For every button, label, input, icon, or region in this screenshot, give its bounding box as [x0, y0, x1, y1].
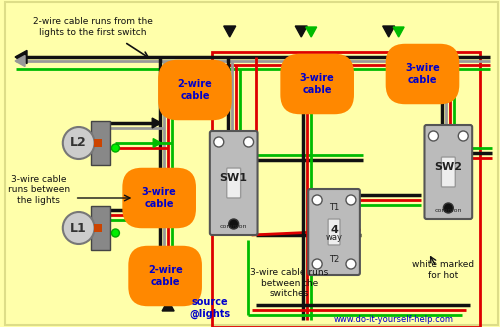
Text: SW2: SW2 — [434, 162, 462, 172]
Circle shape — [428, 131, 438, 141]
Text: 2-wire cable runs from the
lights to the first switch: 2-wire cable runs from the lights to the… — [32, 17, 152, 37]
Polygon shape — [153, 139, 161, 147]
Polygon shape — [306, 27, 316, 37]
Bar — [90, 121, 110, 165]
Polygon shape — [15, 56, 25, 66]
Text: SW1: SW1 — [220, 173, 248, 183]
Text: L1: L1 — [70, 221, 87, 234]
Polygon shape — [296, 26, 308, 37]
Text: www.do-it-yourself-help.com: www.do-it-yourself-help.com — [334, 315, 454, 323]
Circle shape — [312, 195, 322, 205]
Circle shape — [346, 259, 356, 269]
Polygon shape — [393, 27, 404, 37]
Text: common: common — [434, 208, 462, 213]
FancyBboxPatch shape — [308, 189, 360, 275]
Polygon shape — [154, 267, 166, 278]
FancyBboxPatch shape — [424, 125, 472, 219]
Text: 3-wire cable
runs between
the lights: 3-wire cable runs between the lights — [8, 175, 70, 205]
Text: 4: 4 — [330, 225, 338, 235]
Circle shape — [112, 229, 120, 237]
Bar — [212, 52, 480, 327]
Text: 3-wire
cable: 3-wire cable — [405, 63, 440, 85]
Polygon shape — [15, 50, 27, 63]
Polygon shape — [162, 300, 174, 311]
Circle shape — [244, 137, 254, 147]
Bar — [90, 206, 110, 250]
Text: 3-wire
cable: 3-wire cable — [142, 187, 176, 209]
Polygon shape — [153, 215, 161, 224]
Polygon shape — [152, 205, 161, 215]
FancyBboxPatch shape — [210, 131, 258, 235]
Polygon shape — [152, 118, 161, 128]
Circle shape — [346, 195, 356, 205]
Bar — [94, 139, 102, 147]
Text: L2: L2 — [70, 136, 87, 149]
Text: way: way — [326, 233, 342, 243]
Text: source
@lights: source @lights — [190, 297, 230, 319]
Text: 2-wire
cable: 2-wire cable — [148, 265, 182, 287]
FancyBboxPatch shape — [226, 168, 240, 198]
Circle shape — [63, 127, 94, 159]
Text: common: common — [220, 224, 248, 229]
Circle shape — [63, 212, 94, 244]
Circle shape — [214, 137, 224, 147]
Text: 2-wire
cable: 2-wire cable — [178, 79, 212, 101]
Text: 3-wire cable runs
between the
switches: 3-wire cable runs between the switches — [250, 268, 328, 298]
Text: T1: T1 — [329, 203, 339, 213]
Circle shape — [312, 259, 322, 269]
Polygon shape — [158, 268, 170, 278]
Circle shape — [458, 131, 468, 141]
Circle shape — [228, 219, 238, 229]
Circle shape — [112, 144, 120, 152]
Polygon shape — [224, 26, 235, 37]
FancyBboxPatch shape — [442, 157, 456, 187]
Text: T2: T2 — [329, 254, 339, 264]
Bar — [94, 224, 102, 232]
Text: 3-wire
cable: 3-wire cable — [300, 73, 334, 95]
Text: white marked
for hot: white marked for hot — [412, 260, 474, 280]
Circle shape — [444, 203, 454, 213]
Polygon shape — [382, 26, 394, 37]
FancyBboxPatch shape — [328, 219, 340, 245]
